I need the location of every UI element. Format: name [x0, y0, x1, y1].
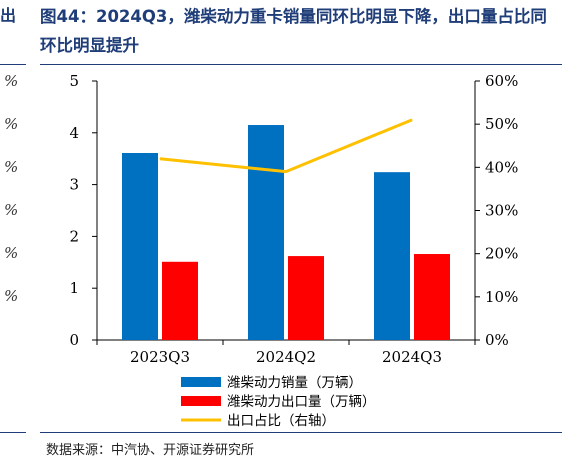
- left-axis-tick-label: 1: [69, 279, 79, 297]
- legend-swatch: [181, 377, 221, 387]
- x-axis-tick-label: 2023Q3: [130, 348, 190, 366]
- figure-title: 图44：2024Q3，潍柴动力重卡销量同环比明显下降，出口量占比同环比明显提升: [40, 7, 547, 55]
- right-axis-tick-label: 60%: [485, 72, 518, 90]
- left-axis-tick-label: 4: [69, 124, 79, 142]
- bar-sales: [374, 172, 410, 340]
- bar-exports: [288, 256, 324, 340]
- right-axis-tick-label: 20%: [485, 245, 518, 263]
- legend-swatch: [181, 396, 221, 406]
- left-edge-tick: %: [4, 244, 19, 262]
- right-axis-tick-label: 50%: [485, 115, 518, 133]
- right-axis-tick-label: 10%: [485, 288, 518, 306]
- left-axis-tick-label: 2: [69, 227, 79, 245]
- left-edge-tick: %: [4, 287, 19, 305]
- bar-exports: [414, 254, 450, 340]
- left-edge-rule: [0, 64, 26, 65]
- line-export-share: [159, 118, 413, 174]
- source-rule: [40, 432, 562, 433]
- legend-label: 出口占比（右轴）: [227, 413, 335, 429]
- right-axis-tick-label: 40%: [485, 158, 518, 176]
- left-edge-tick: %: [4, 201, 19, 219]
- x-axis-tick-label: 2024Q2: [256, 348, 316, 366]
- left-edge-rule: [0, 432, 26, 433]
- right-axis-tick-label: 30%: [485, 202, 518, 220]
- left-edge-tick: %: [4, 72, 19, 90]
- x-axis-tick-label: 2024Q3: [382, 348, 442, 366]
- source-note: 数据来源：中汽协、开源证券研究所: [46, 443, 255, 458]
- title-rule: [40, 64, 562, 65]
- right-axis-tick-label: 0%: [485, 331, 509, 349]
- bar-exports: [162, 261, 198, 340]
- left-axis-tick-label: 5: [69, 72, 79, 90]
- left-edge-tick: %: [4, 158, 19, 176]
- bar-sales: [248, 125, 284, 340]
- legend-label: 潍柴动力出口量（万辆）: [227, 394, 376, 410]
- line-point-export-share: [411, 119, 413, 121]
- legend-label: 潍柴动力销量（万辆）: [227, 375, 362, 391]
- left-edge-glyph: 出: [0, 6, 17, 25]
- left-axis-tick-label: 3: [69, 176, 79, 194]
- bar-sales: [122, 153, 158, 340]
- left-axis-tick-label: 0: [69, 331, 79, 349]
- left-edge-fragment: 出 % % % % % %: [0, 0, 28, 459]
- left-edge-tick: %: [4, 115, 19, 133]
- line-point-export-share: [159, 158, 161, 160]
- line-point-export-share: [285, 171, 287, 173]
